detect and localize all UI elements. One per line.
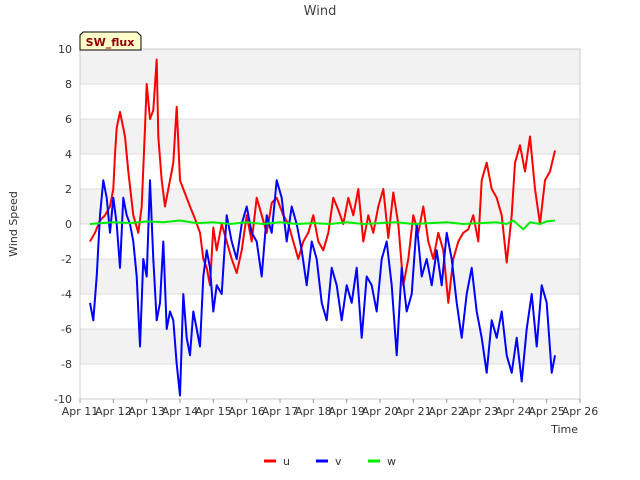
x-tick-label: Apr 12 xyxy=(95,405,132,418)
plot-frame xyxy=(79,48,581,400)
x-tick-label: Apr 17 xyxy=(262,405,299,418)
y-tick-label: -6 xyxy=(61,323,72,336)
y-tick-label: 0 xyxy=(65,218,72,231)
legend-label-v: v xyxy=(335,455,342,468)
y-tick-label: -4 xyxy=(61,288,72,301)
y-axis-title: Wind Speed xyxy=(7,191,20,257)
y-tick-label: -2 xyxy=(61,253,72,266)
x-tick-label: Apr 19 xyxy=(328,405,365,418)
x-tick-label: Apr 18 xyxy=(295,405,332,418)
x-tick-label: Apr 26 xyxy=(562,405,599,418)
y-tick-label: 2 xyxy=(65,183,72,196)
x-tick-label: Apr 11 xyxy=(62,405,99,418)
grid-band xyxy=(80,154,580,189)
x-tick-label: Apr 22 xyxy=(428,405,465,418)
legend: u v w xyxy=(264,455,396,468)
legend-label-u: u xyxy=(283,455,290,468)
x-tick-label: Apr 13 xyxy=(128,405,165,418)
y-tick-label: 10 xyxy=(58,43,72,56)
series-line-v xyxy=(89,179,556,397)
grid-band xyxy=(80,84,580,119)
x-tick-label: Apr 14 xyxy=(162,405,199,418)
series-line-w xyxy=(89,219,556,231)
x-tick-label: Apr 15 xyxy=(195,405,232,418)
y-tick-label: -8 xyxy=(61,358,72,371)
y-axis-ticks: -10 -8 -6 -4 -2 0 2 4 6 8 10 xyxy=(54,43,72,406)
series-line-u xyxy=(89,58,556,304)
grid-band xyxy=(80,49,580,84)
x-tick-label: Apr 24 xyxy=(495,405,532,418)
y-tick-label: 4 xyxy=(65,148,72,161)
x-tick-label: Apr 16 xyxy=(228,405,265,418)
grid-band xyxy=(80,364,580,399)
chart-title: Wind xyxy=(304,4,337,19)
site-label-box: SW_flux xyxy=(79,31,142,51)
grid-band xyxy=(80,119,580,154)
x-axis-title: Time xyxy=(550,423,578,436)
x-tick-label: Apr 23 xyxy=(462,405,499,418)
x-tick-label: Apr 21 xyxy=(395,405,432,418)
x-tick-label: Apr 20 xyxy=(362,405,399,418)
y-tick-label: -10 xyxy=(54,393,72,406)
y-tick-label: 6 xyxy=(65,113,72,126)
legend-label-w: w xyxy=(387,455,396,468)
grid-band xyxy=(80,294,580,329)
site-label: SW_flux xyxy=(86,36,135,49)
x-tick-label: Apr 25 xyxy=(528,405,565,418)
y-tick-label: 8 xyxy=(65,78,72,91)
series-lines xyxy=(89,58,556,397)
